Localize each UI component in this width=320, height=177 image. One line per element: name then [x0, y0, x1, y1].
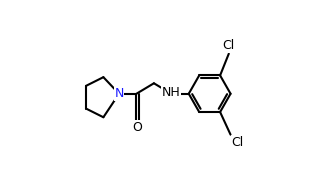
Text: N: N — [114, 87, 124, 100]
Text: Cl: Cl — [231, 136, 244, 149]
Text: Cl: Cl — [223, 39, 235, 52]
Text: NH: NH — [162, 86, 181, 99]
Text: O: O — [132, 121, 142, 134]
